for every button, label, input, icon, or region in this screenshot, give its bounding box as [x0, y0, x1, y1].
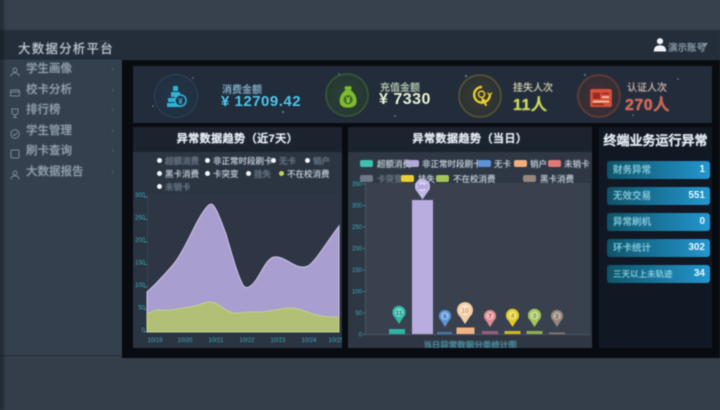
svg-text:7: 7 [488, 314, 492, 321]
svg-text:10/24: 10/24 [301, 338, 317, 344]
svg-text:100: 100 [352, 290, 363, 296]
svg-text:360: 360 [417, 184, 428, 191]
svg-text:10/23: 10/23 [270, 338, 286, 344]
svg-text:10/21: 10/21 [208, 338, 224, 344]
svg-text:10/20: 10/20 [177, 338, 193, 344]
svg-text:50: 50 [355, 311, 362, 317]
svg-text:350: 350 [352, 182, 363, 188]
svg-text:250: 250 [135, 216, 146, 222]
svg-text:0: 0 [142, 328, 146, 334]
svg-text:¥: ¥ [346, 96, 351, 105]
svg-text:300: 300 [135, 193, 146, 199]
svg-text:150: 150 [135, 261, 146, 267]
svg-text:10/22: 10/22 [239, 338, 255, 344]
svg-text:100: 100 [135, 283, 146, 289]
svg-text:150: 150 [352, 268, 363, 274]
svg-text:2: 2 [555, 314, 559, 321]
svg-text:50: 50 [138, 306, 145, 312]
svg-text:250: 250 [352, 225, 363, 231]
svg-text:200: 200 [352, 247, 363, 253]
svg-text:6: 6 [443, 314, 447, 321]
svg-text:¥: ¥ [178, 97, 183, 106]
svg-text:10: 10 [461, 308, 469, 315]
svg-text:4: 4 [511, 313, 515, 320]
svg-text:3: 3 [533, 313, 537, 320]
svg-text:11: 11 [396, 310, 403, 317]
svg-text:10/25: 10/25 [328, 338, 342, 344]
svg-text:0: 0 [359, 333, 363, 339]
svg-text:300: 300 [352, 204, 363, 210]
svg-text:200: 200 [135, 238, 146, 244]
svg-text:10/19: 10/19 [147, 338, 163, 344]
